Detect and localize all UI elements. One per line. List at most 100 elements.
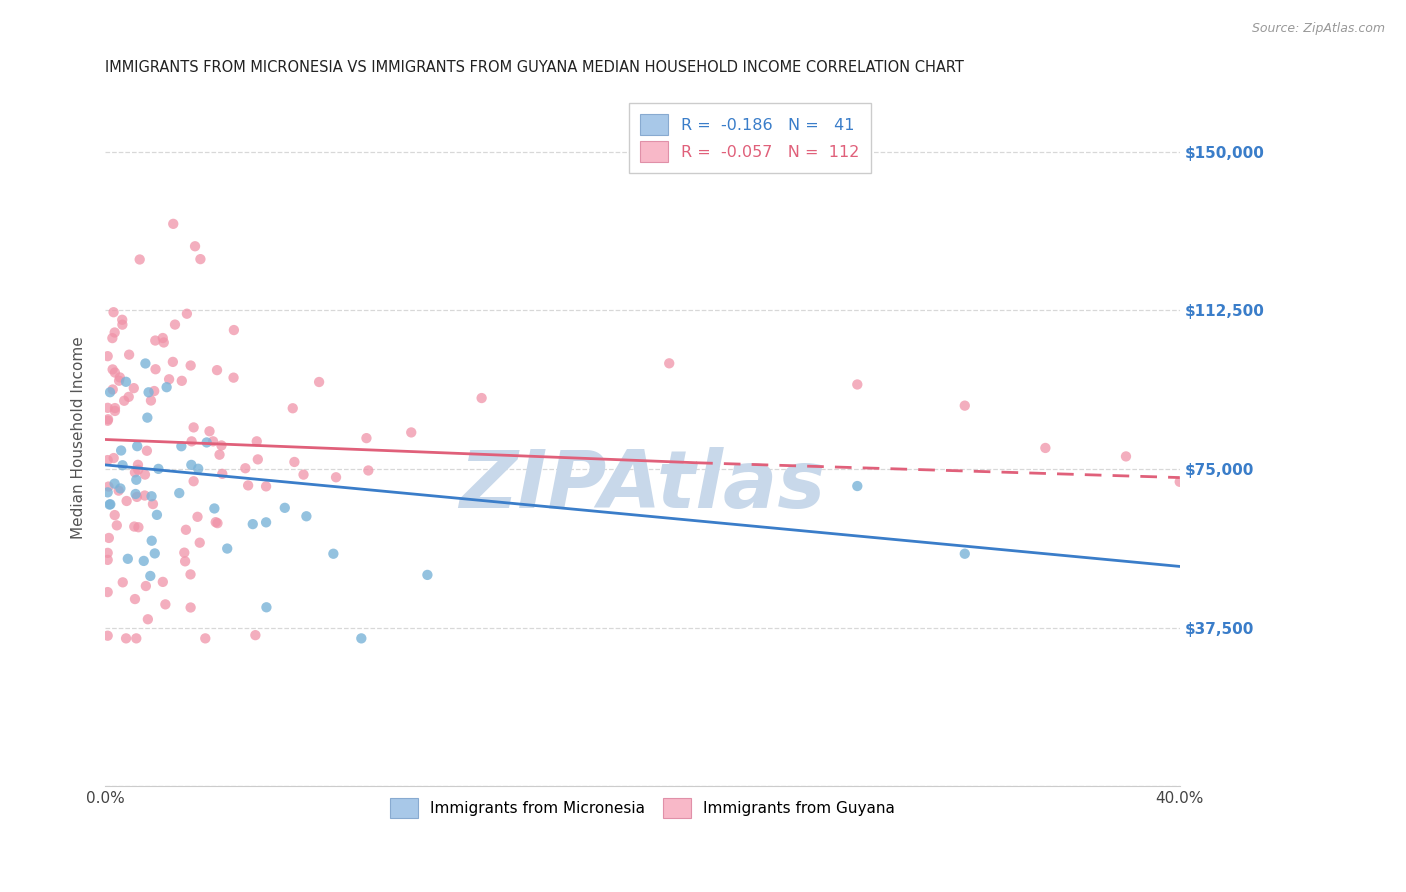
Point [242,517,264,532]
Point [97,401,120,415]
Point [141,533,163,548]
Point [111,575,134,590]
Point [97,412,120,426]
Point [157,372,180,386]
Point [135,443,157,458]
Point [217,541,239,556]
Point [127,439,149,453]
Point [118,390,141,404]
Point [174,554,197,568]
Point [104,401,127,415]
Point [245,628,267,642]
Point [112,393,135,408]
Point [115,494,138,508]
Point [98,385,121,400]
Point [356,431,378,445]
Point [308,375,330,389]
Point [183,475,205,489]
Point [143,384,166,398]
Point [186,509,208,524]
Point [846,377,869,392]
Point [118,348,141,362]
Point [235,461,257,475]
Point [180,434,202,449]
Point [105,518,128,533]
Point [141,489,163,503]
Point [110,482,132,496]
Point [104,366,127,380]
Point [104,404,127,418]
Point [108,370,131,384]
Point [180,567,202,582]
Point [143,546,166,560]
Point [127,463,149,477]
Point [195,435,218,450]
Point [124,592,146,607]
Point [471,391,494,405]
Text: Source: ZipAtlas.com: Source: ZipAtlas.com [1251,22,1385,36]
Point [108,374,131,388]
Point [122,381,145,395]
Point [104,508,127,522]
Point [128,252,150,267]
Point [399,425,422,440]
Point [98,497,121,511]
Point [1115,450,1137,464]
Point [207,516,229,530]
Point [187,462,209,476]
Point [325,470,347,484]
Point [202,501,225,516]
Point [274,500,297,515]
Point [170,439,193,453]
Y-axis label: Median Household Income: Median Household Income [72,336,86,539]
Point [180,359,202,373]
Point [97,629,120,643]
Point [222,370,245,384]
Point [132,554,155,568]
Point [167,486,190,500]
Point [117,551,139,566]
Point [134,467,156,482]
Text: IMMIGRANTS FROM MICRONESIA VS IMMIGRANTS FROM GUYANA MEDIAN HOUSEHOLD INCOME COR: IMMIGRANTS FROM MICRONESIA VS IMMIGRANTS… [105,60,965,75]
Point [115,632,138,646]
Point [658,356,681,370]
Point [124,519,146,533]
Point [97,349,120,363]
Point [146,508,169,522]
Point [283,455,305,469]
Point [170,374,193,388]
Point [136,410,159,425]
Point [115,375,138,389]
Point [163,318,186,332]
Point [101,383,124,397]
Point [295,509,318,524]
Point [183,420,205,434]
Point [176,307,198,321]
Point [139,569,162,583]
Point [127,458,149,472]
Point [194,632,217,646]
Point [208,448,231,462]
Point [152,574,174,589]
Point [135,579,157,593]
Point [254,516,277,530]
Point [104,326,127,340]
Point [97,479,120,493]
Point [127,520,149,534]
Point [134,356,156,370]
Point [136,612,159,626]
Point [416,568,439,582]
Point [98,498,121,512]
Point [188,535,211,549]
Point [148,462,170,476]
Point [101,362,124,376]
Point [155,598,177,612]
Point [162,217,184,231]
Point [190,252,212,267]
Point [156,380,179,394]
Point [254,600,277,615]
Point [246,434,269,449]
Point [162,355,184,369]
Point [97,485,120,500]
Point [180,458,202,472]
